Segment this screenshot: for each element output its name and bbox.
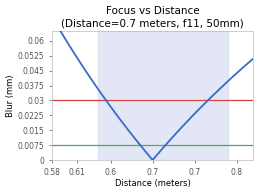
Bar — [98, 31, 228, 160]
Y-axis label: Blur (mm): Blur (mm) — [5, 74, 15, 117]
Title: Focus vs Distance
(Distance=0.7 meters, f11, 50mm): Focus vs Distance (Distance=0.7 meters, … — [61, 6, 244, 29]
X-axis label: Distance (meters): Distance (meters) — [115, 179, 190, 188]
